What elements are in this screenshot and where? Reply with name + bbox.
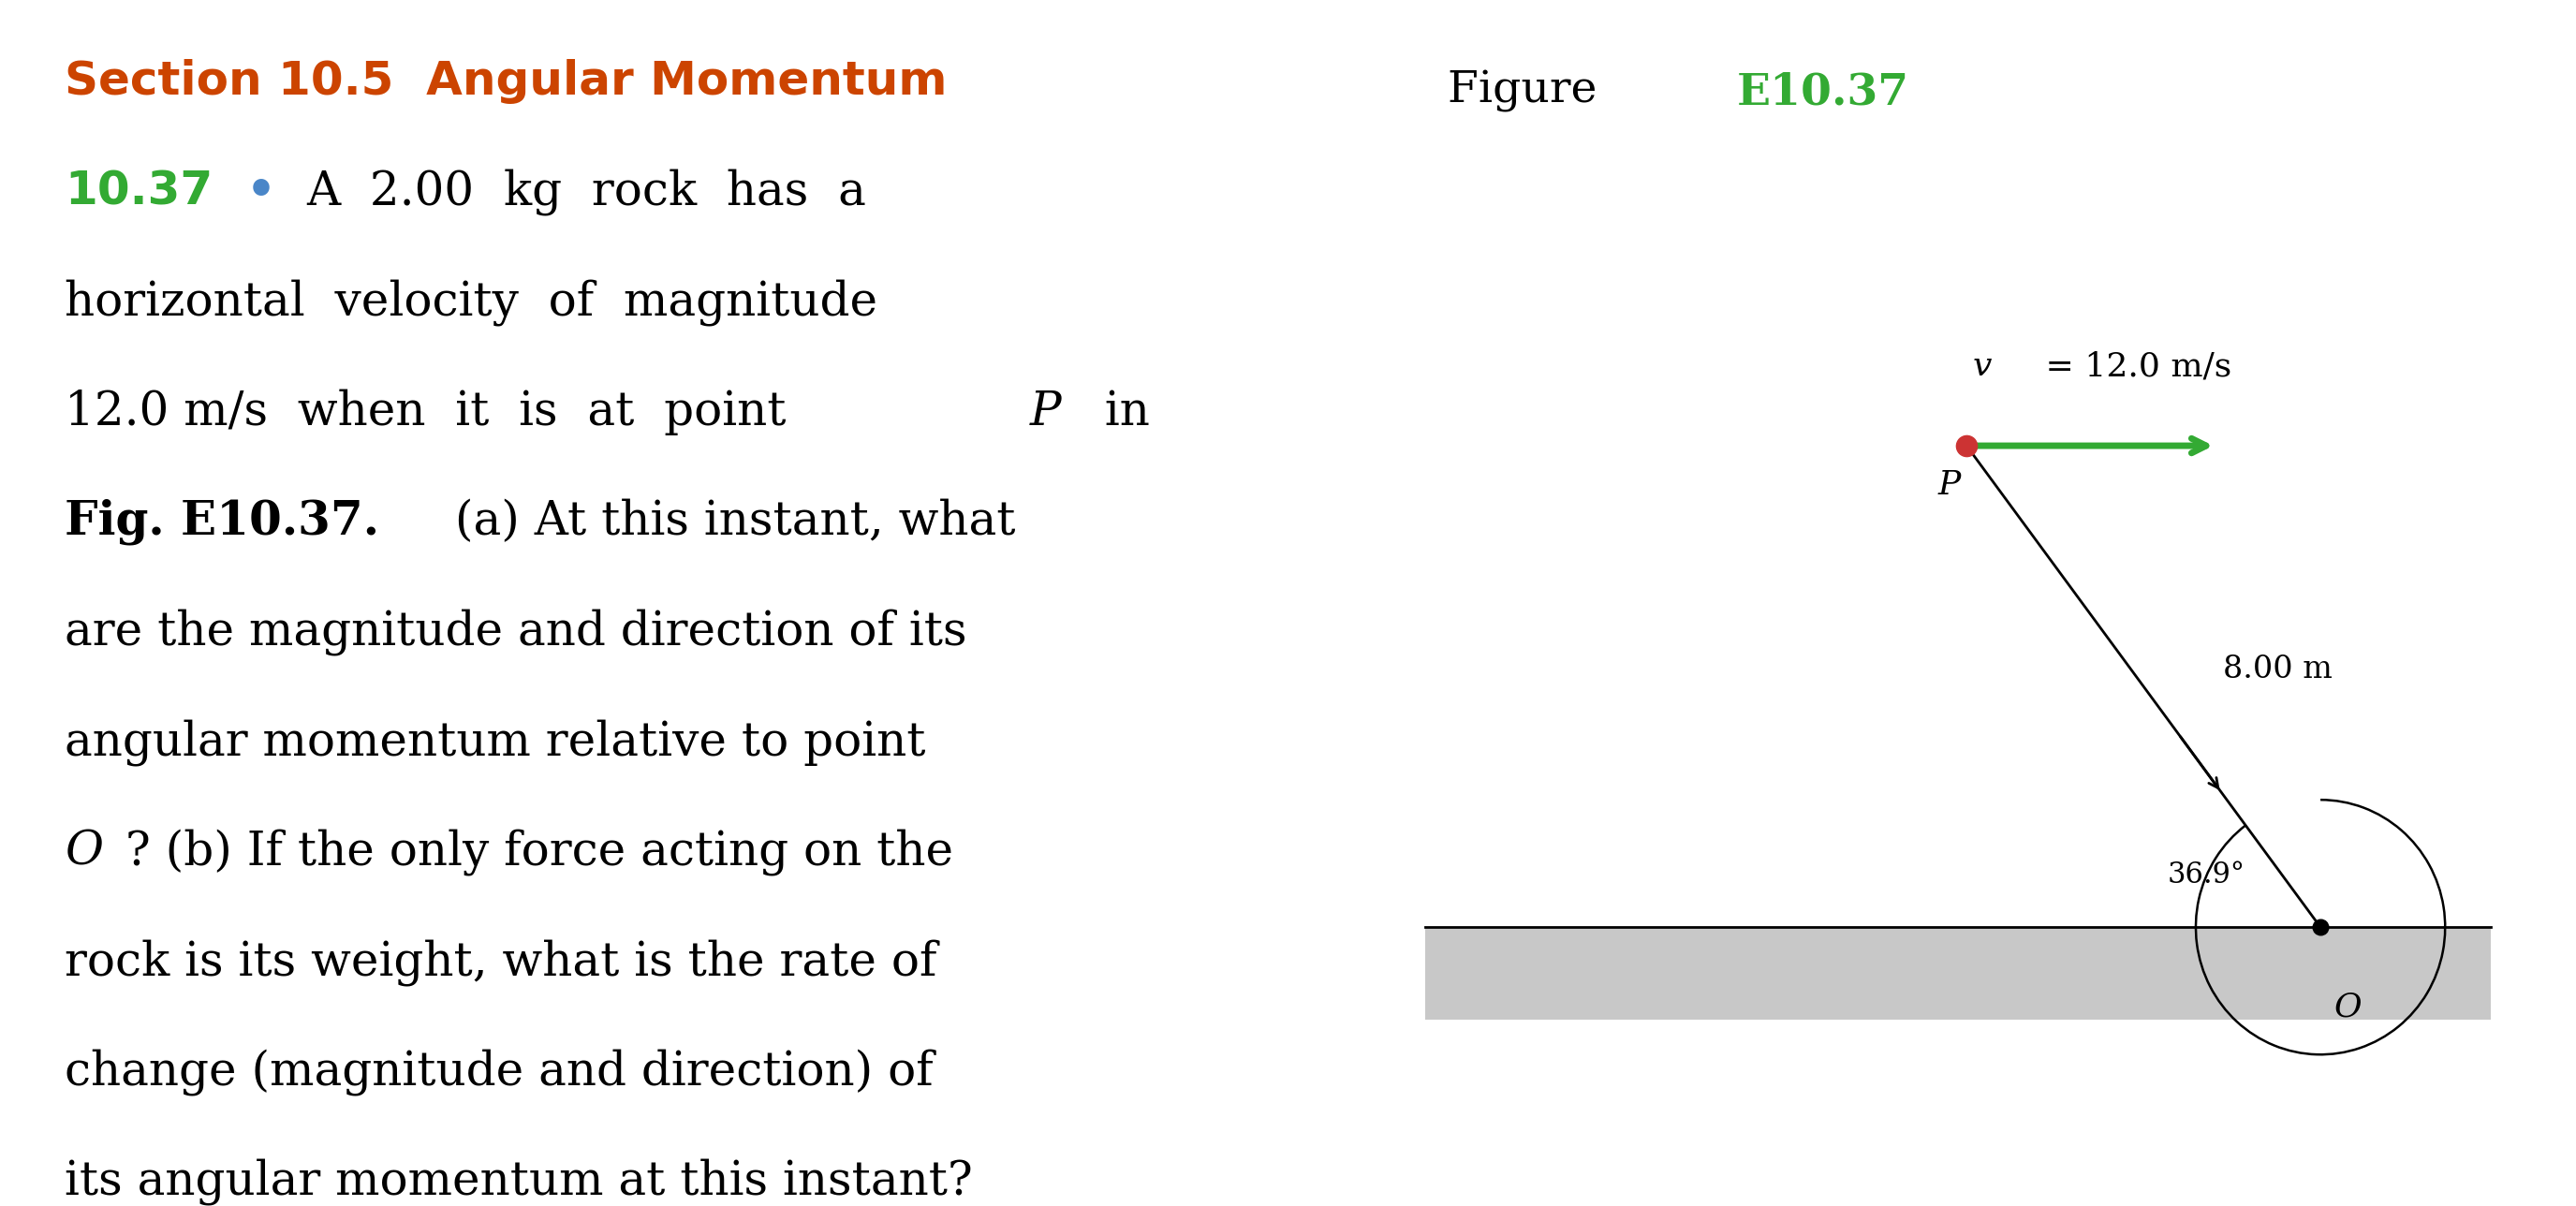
Text: 10.37: 10.37 [64,169,214,213]
Text: in: in [1090,388,1149,435]
Text: Figure: Figure [1448,70,1610,113]
Text: E10.37: E10.37 [1736,70,1909,113]
Text: P: P [1030,388,1061,435]
Text: •: • [245,169,276,213]
Text: angular momentum relative to point: angular momentum relative to point [64,719,925,766]
Bar [1425,927,2491,1020]
Text: 12.0 m/s  when  it  is  at  point: 12.0 m/s when it is at point [64,388,801,435]
Text: its angular momentum at this instant?: its angular momentum at this instant? [64,1159,974,1206]
Text: (a) At this instant, what: (a) At this instant, what [440,499,1015,545]
Text: = 12.0 m/s: = 12.0 m/s [2035,350,2231,382]
Text: O: O [64,829,103,876]
Text: ? (b) If the only force acting on the: ? (b) If the only force acting on the [126,829,953,876]
Text: rock is its weight, what is the rate of: rock is its weight, what is the rate of [64,938,938,985]
Text: 8.00 m: 8.00 m [2223,654,2331,684]
Text: horizontal  velocity  of  magnitude: horizontal velocity of magnitude [64,279,878,326]
Text: change (magnitude and direction) of: change (magnitude and direction) of [64,1049,933,1095]
Text: Fig. E10.37.: Fig. E10.37. [64,499,379,545]
Text: Section 10.5  Angular Momentum: Section 10.5 Angular Momentum [64,59,948,104]
Text: 36.9°: 36.9° [2166,861,2246,890]
Text: O: O [2334,991,2362,1023]
Text: are the magnitude and direction of its: are the magnitude and direction of its [64,609,966,656]
Text: A  2.00  kg  rock  has  a: A 2.00 kg rock has a [307,169,866,216]
Text: P: P [1937,469,1960,500]
Text: v: v [1973,350,1991,382]
